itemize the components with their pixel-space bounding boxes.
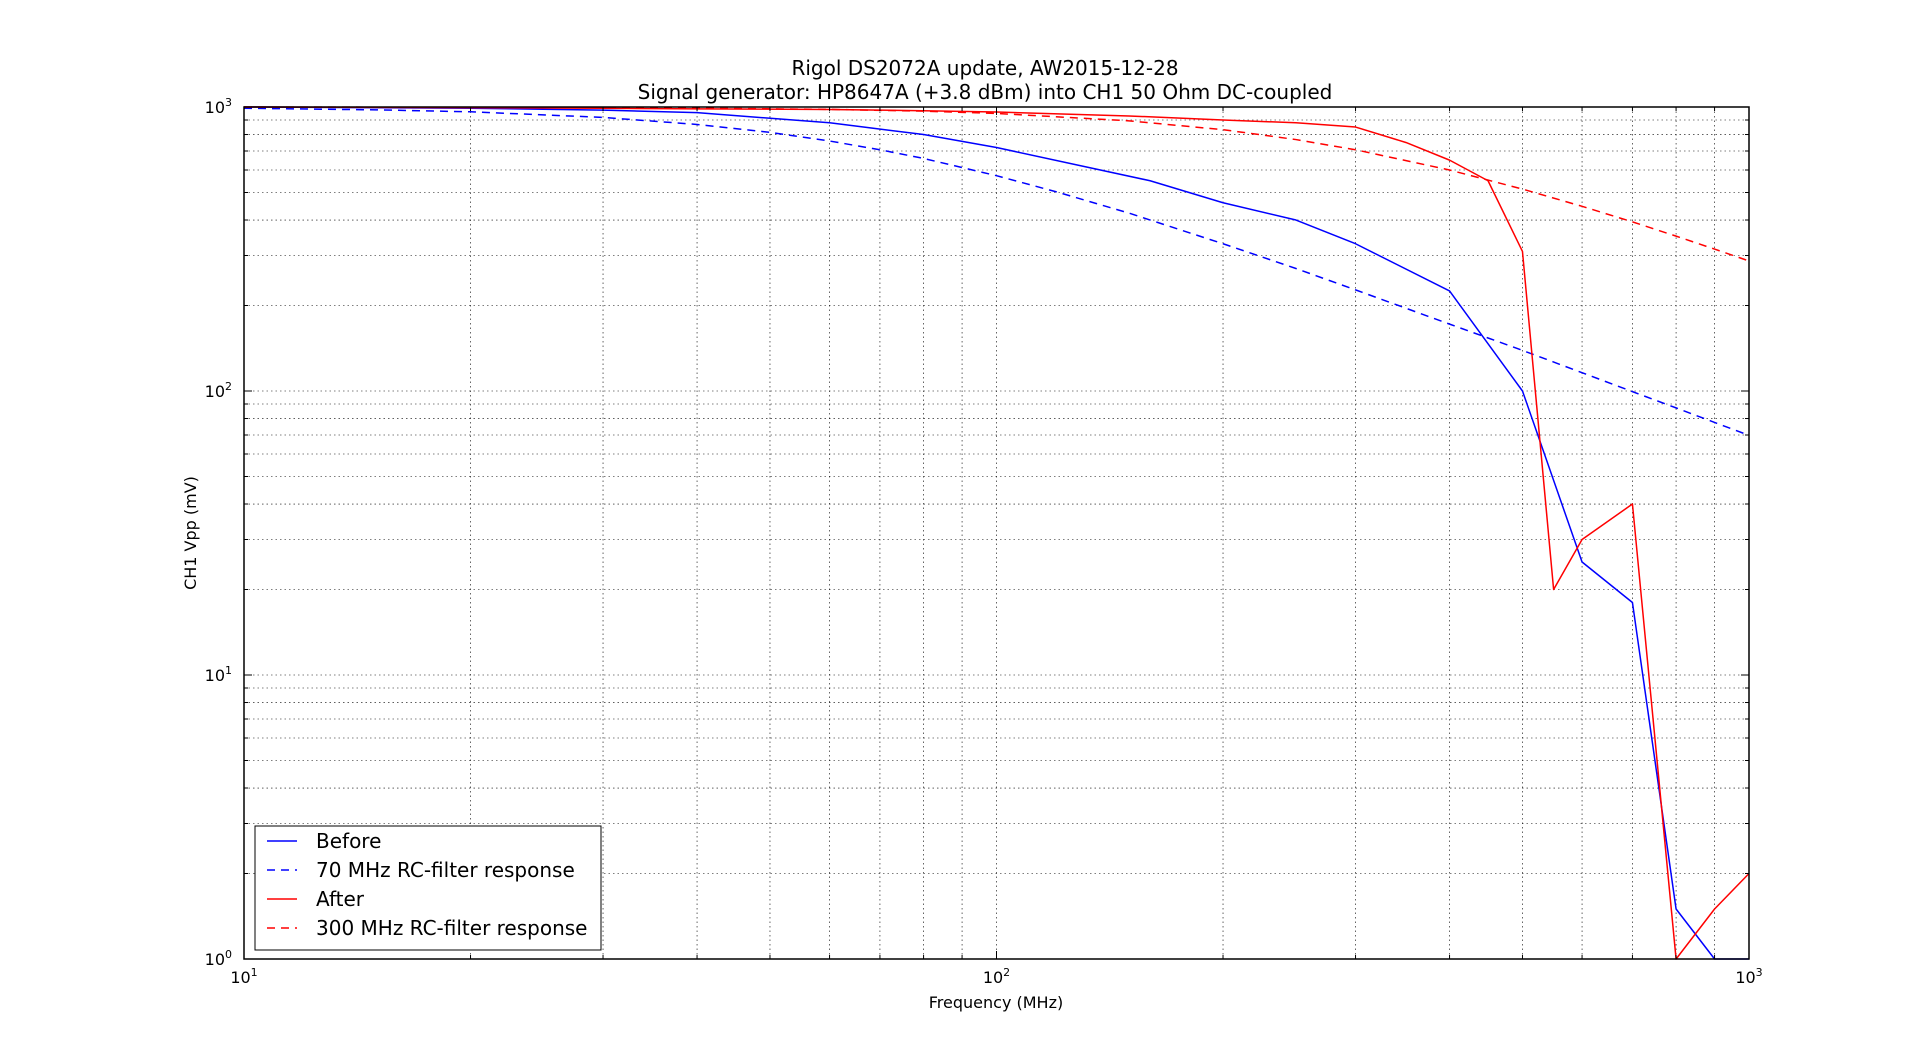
legend-label: Before [316,829,381,853]
legend-label: 70 MHz RC-filter response [316,858,575,882]
legend: Before 70 MHz RC-filter response After 300 … [254,825,602,951]
legend-label: After [316,887,365,911]
legend-box [254,825,602,951]
axis-ticks [243,106,1750,960]
y-axis-label: CH1 Vpp (mV) [181,476,200,590]
series-line-before [243,106,1749,960]
x-axis-label: Frequency (MHz) [929,993,1063,1012]
legend-label: 300 MHz RC-filter response [316,916,587,940]
series-line-300-mhz-rc-filter-response [243,106,1750,262]
series-lines [243,106,1750,960]
grid [244,107,1749,959]
chart-title: Rigol DS2072A update, AW2015-12-28 [791,56,1178,80]
series-line-70-mhz-rc-filter-response [243,107,1750,437]
chart-subtitle: Signal generator: HP8647A (+3.8 dBm) int… [638,80,1333,104]
